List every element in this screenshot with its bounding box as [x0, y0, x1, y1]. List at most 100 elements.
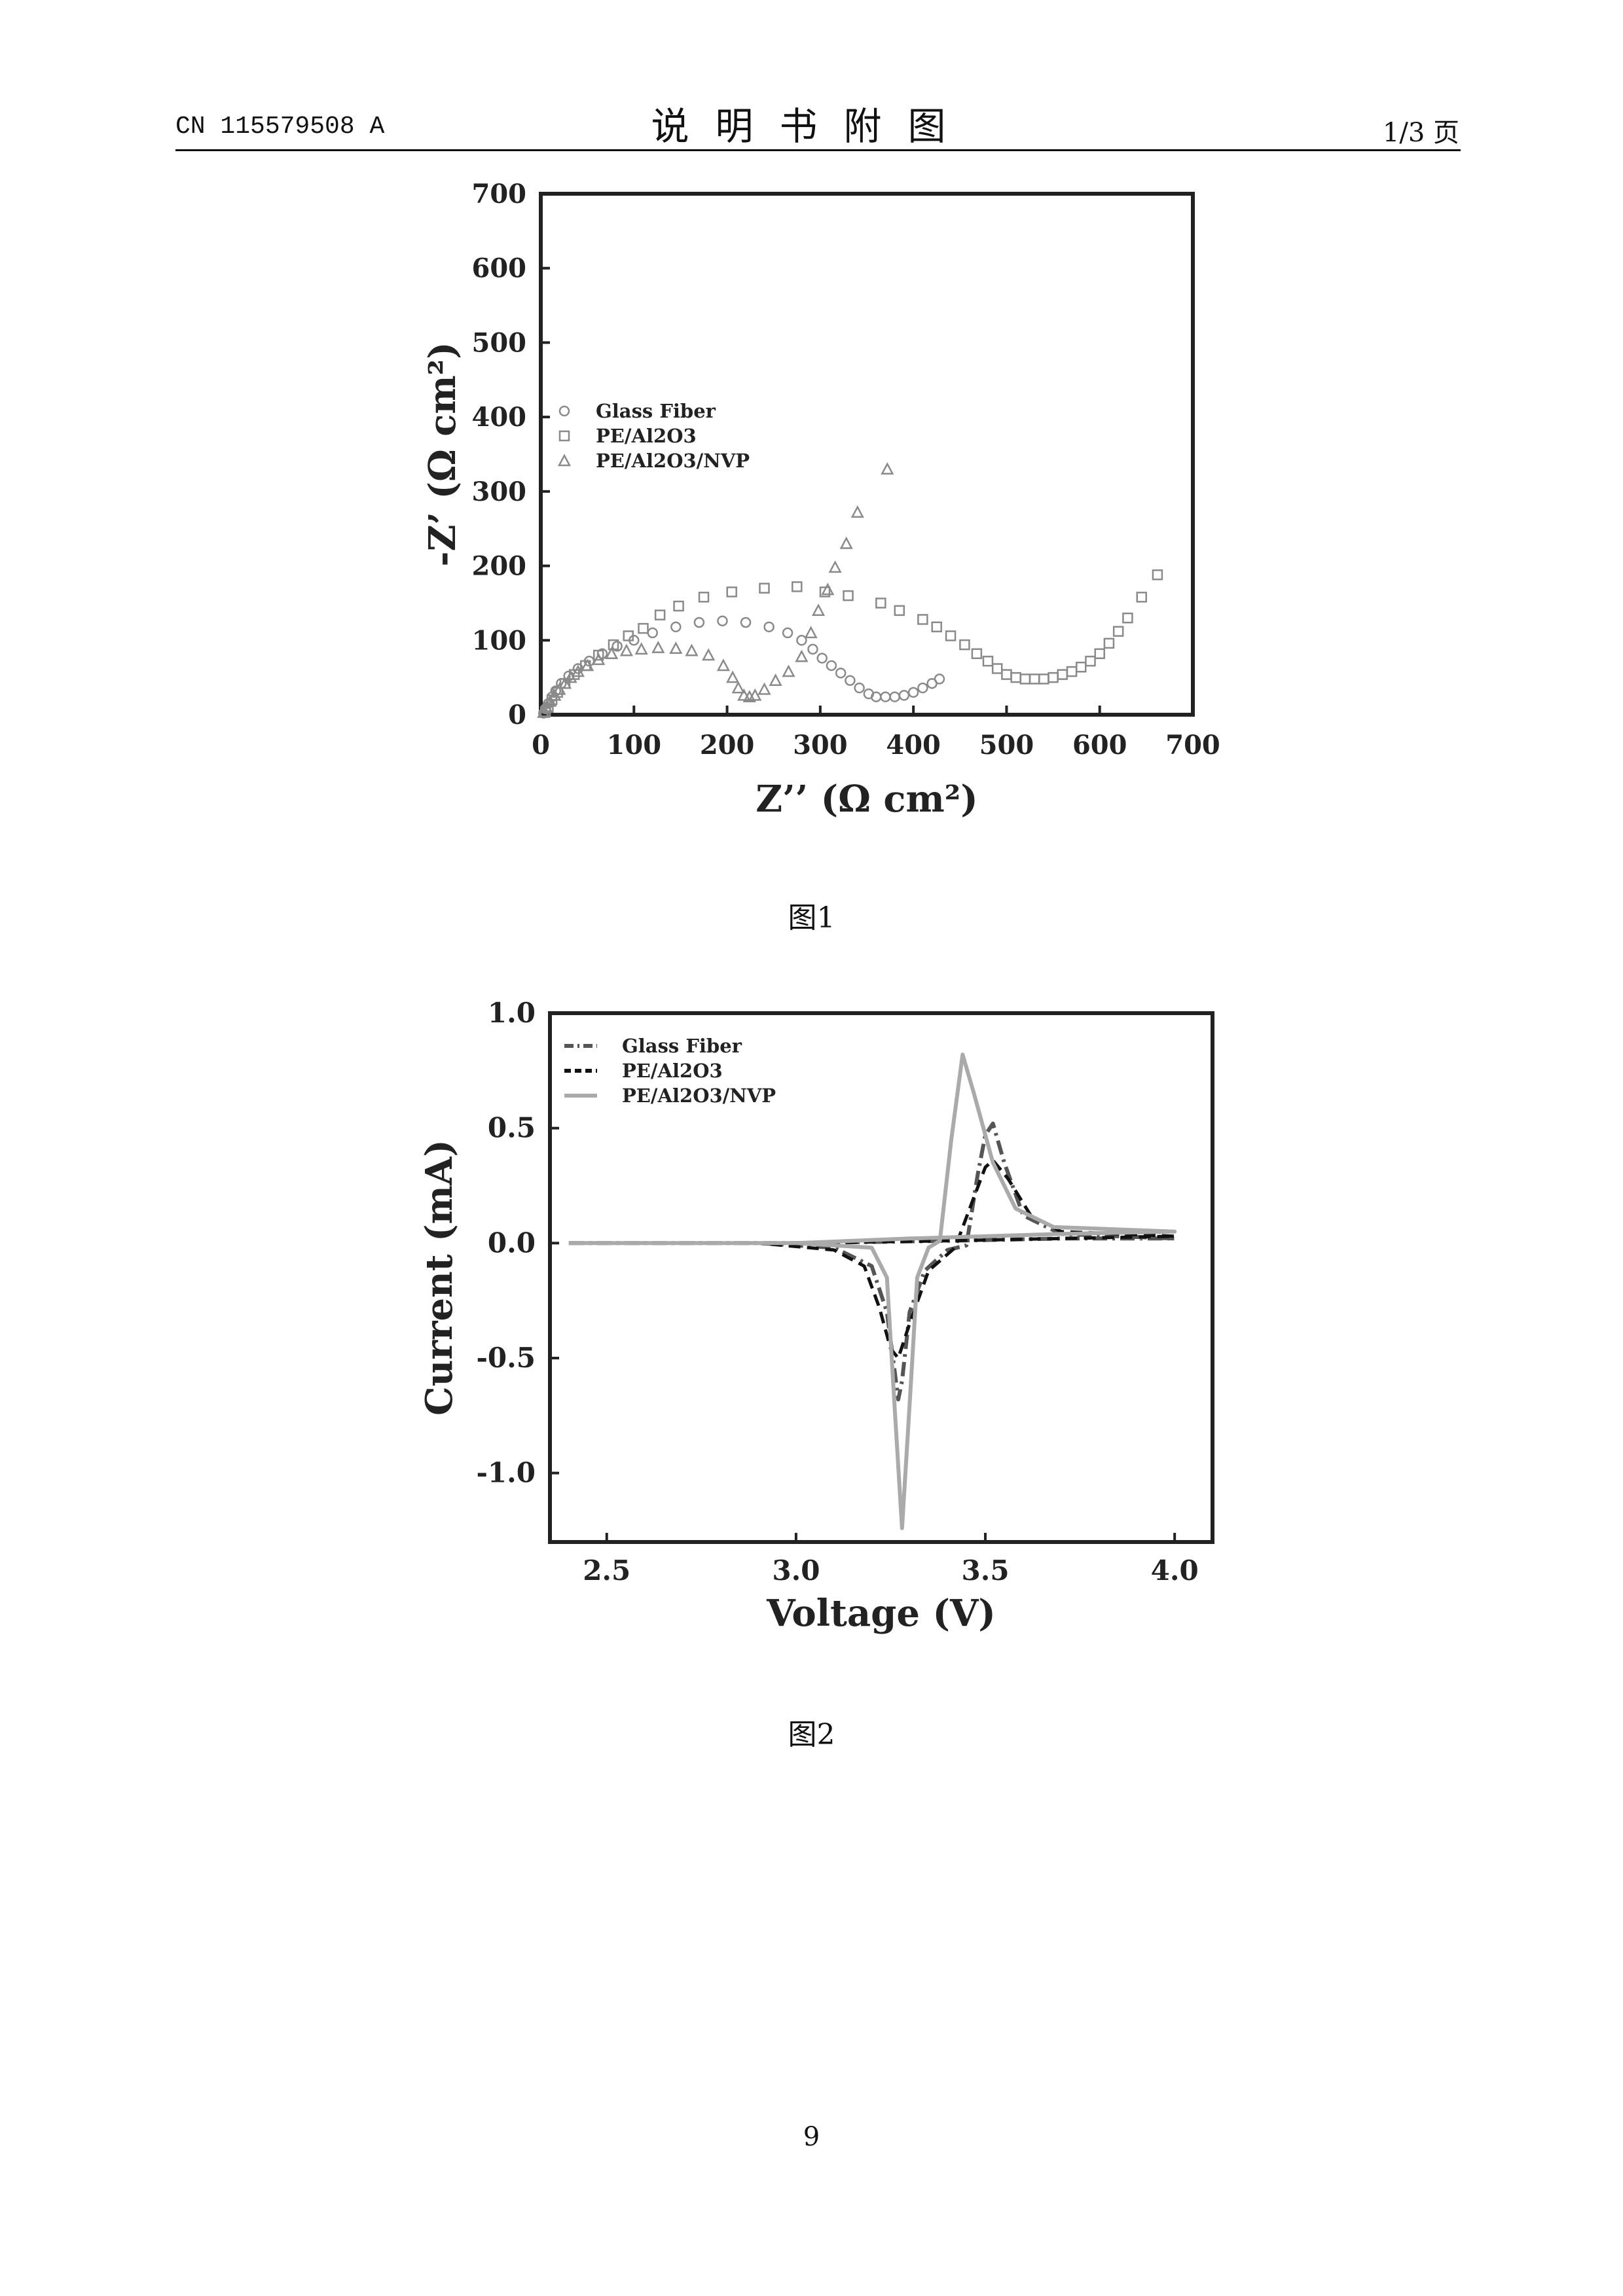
x-tick-label: 500 — [979, 730, 1034, 761]
data-point — [931, 621, 942, 633]
data-point — [670, 621, 682, 633]
data-point — [685, 643, 699, 656]
data-point — [581, 658, 594, 672]
data-point — [845, 675, 856, 686]
data-point — [782, 627, 793, 639]
data-point — [558, 430, 570, 442]
y-tick-label: 400 — [472, 402, 527, 433]
data-point — [826, 660, 837, 672]
data-point — [917, 614, 928, 625]
data-point — [557, 454, 572, 467]
x-tick-label: 100 — [607, 730, 662, 761]
x-tick-label: 4.0 — [1151, 1554, 1199, 1587]
data-point — [843, 590, 854, 601]
x-tick-label: 300 — [793, 730, 848, 761]
series-line-dashed — [568, 1158, 1176, 1360]
section-title: 说明书附图 — [651, 104, 972, 149]
data-point — [898, 690, 910, 701]
y-tick-label: 200 — [472, 551, 527, 582]
data-point — [737, 688, 751, 701]
data-point — [717, 615, 728, 626]
y-tick-label: 700 — [472, 179, 527, 209]
data-point — [596, 648, 608, 660]
legend-label: PE/Al2O3 — [596, 425, 697, 447]
data-point — [982, 655, 994, 667]
data-point — [875, 598, 886, 609]
x-axis-label: Z’’ (Ω cm²) — [756, 778, 978, 821]
data-point — [945, 630, 957, 641]
legend-label: Glass Fiber — [622, 1035, 742, 1057]
data-point — [854, 682, 865, 694]
data-point — [835, 668, 847, 679]
legend-label: PE/Al2O3 — [622, 1060, 723, 1082]
data-point — [959, 639, 970, 651]
x-tick-label: 700 — [1165, 730, 1220, 761]
data-point — [804, 626, 818, 639]
data-point — [792, 581, 803, 592]
plot-frame — [548, 1011, 1214, 1544]
data-point — [796, 635, 807, 646]
data-point — [548, 688, 562, 701]
series-triangle — [537, 462, 894, 718]
legend-label: PE/Al2O3/NVP — [596, 450, 750, 472]
data-point — [757, 682, 771, 695]
data-point — [716, 658, 730, 672]
x-tick-label: 0 — [532, 730, 550, 761]
y-tick-label: 500 — [472, 327, 527, 358]
data-point — [934, 673, 945, 685]
data-point — [608, 639, 619, 651]
data-point — [991, 663, 1003, 674]
cv-chart: 2.5 3.0 3.5 4.0 1.0 0.5 0.0 -0.5 -1.0 Voltage (V)… — [418, 997, 1214, 1635]
data-point — [619, 643, 633, 656]
data-point — [634, 642, 648, 655]
data-point — [740, 617, 752, 628]
data-point — [726, 586, 737, 598]
data-point — [1076, 661, 1087, 673]
data-point — [605, 647, 619, 660]
x-tick-label: 3.5 — [961, 1554, 1009, 1587]
legend-label: PE/Al2O3/NVP — [622, 1085, 776, 1107]
data-point — [850, 505, 864, 518]
data-point — [828, 560, 842, 573]
data-point — [638, 622, 649, 634]
x-tick-label: 2.5 — [583, 1554, 630, 1587]
data-point — [907, 687, 919, 698]
data-point — [726, 670, 740, 683]
legend-label: Glass Fiber — [596, 400, 716, 422]
series-line-dash-dot — [568, 1121, 1177, 1402]
data-point — [816, 653, 828, 664]
y-axis-label: -Z’ (Ω cm²) — [421, 342, 464, 566]
data-point — [782, 664, 795, 677]
data-point — [623, 630, 634, 641]
x-tick-label: 400 — [886, 730, 941, 761]
data-point — [651, 641, 665, 653]
data-point — [564, 670, 577, 683]
y-tick-label: 0 — [508, 700, 526, 730]
data-point — [894, 605, 905, 617]
data-point — [807, 643, 818, 655]
y-tick-label: 300 — [472, 476, 527, 507]
y-tick-label: 600 — [472, 253, 527, 284]
y-tick-label: -1.0 — [476, 1457, 536, 1489]
data-point — [543, 694, 557, 707]
data-point — [558, 405, 570, 417]
data-point — [748, 688, 762, 701]
series-line-solid — [568, 1052, 1177, 1530]
patent-number: CN 115579508 A — [175, 113, 385, 141]
page-number: 9 — [803, 2122, 820, 2152]
data-point — [1122, 612, 1133, 624]
data-point — [731, 681, 745, 694]
data-point — [592, 653, 606, 666]
x-axis-label: Voltage (V) — [766, 1592, 996, 1635]
data-point — [763, 621, 775, 633]
data-point — [611, 641, 623, 652]
data-point — [819, 586, 831, 598]
data-point — [698, 592, 710, 603]
data-point — [795, 649, 809, 662]
data-point — [539, 700, 553, 713]
header-rule — [175, 149, 1461, 151]
y-axis-label: Current (mA) — [418, 1139, 461, 1416]
data-point — [553, 682, 566, 695]
x-tick-label: 200 — [700, 730, 755, 761]
data-point — [558, 676, 572, 689]
